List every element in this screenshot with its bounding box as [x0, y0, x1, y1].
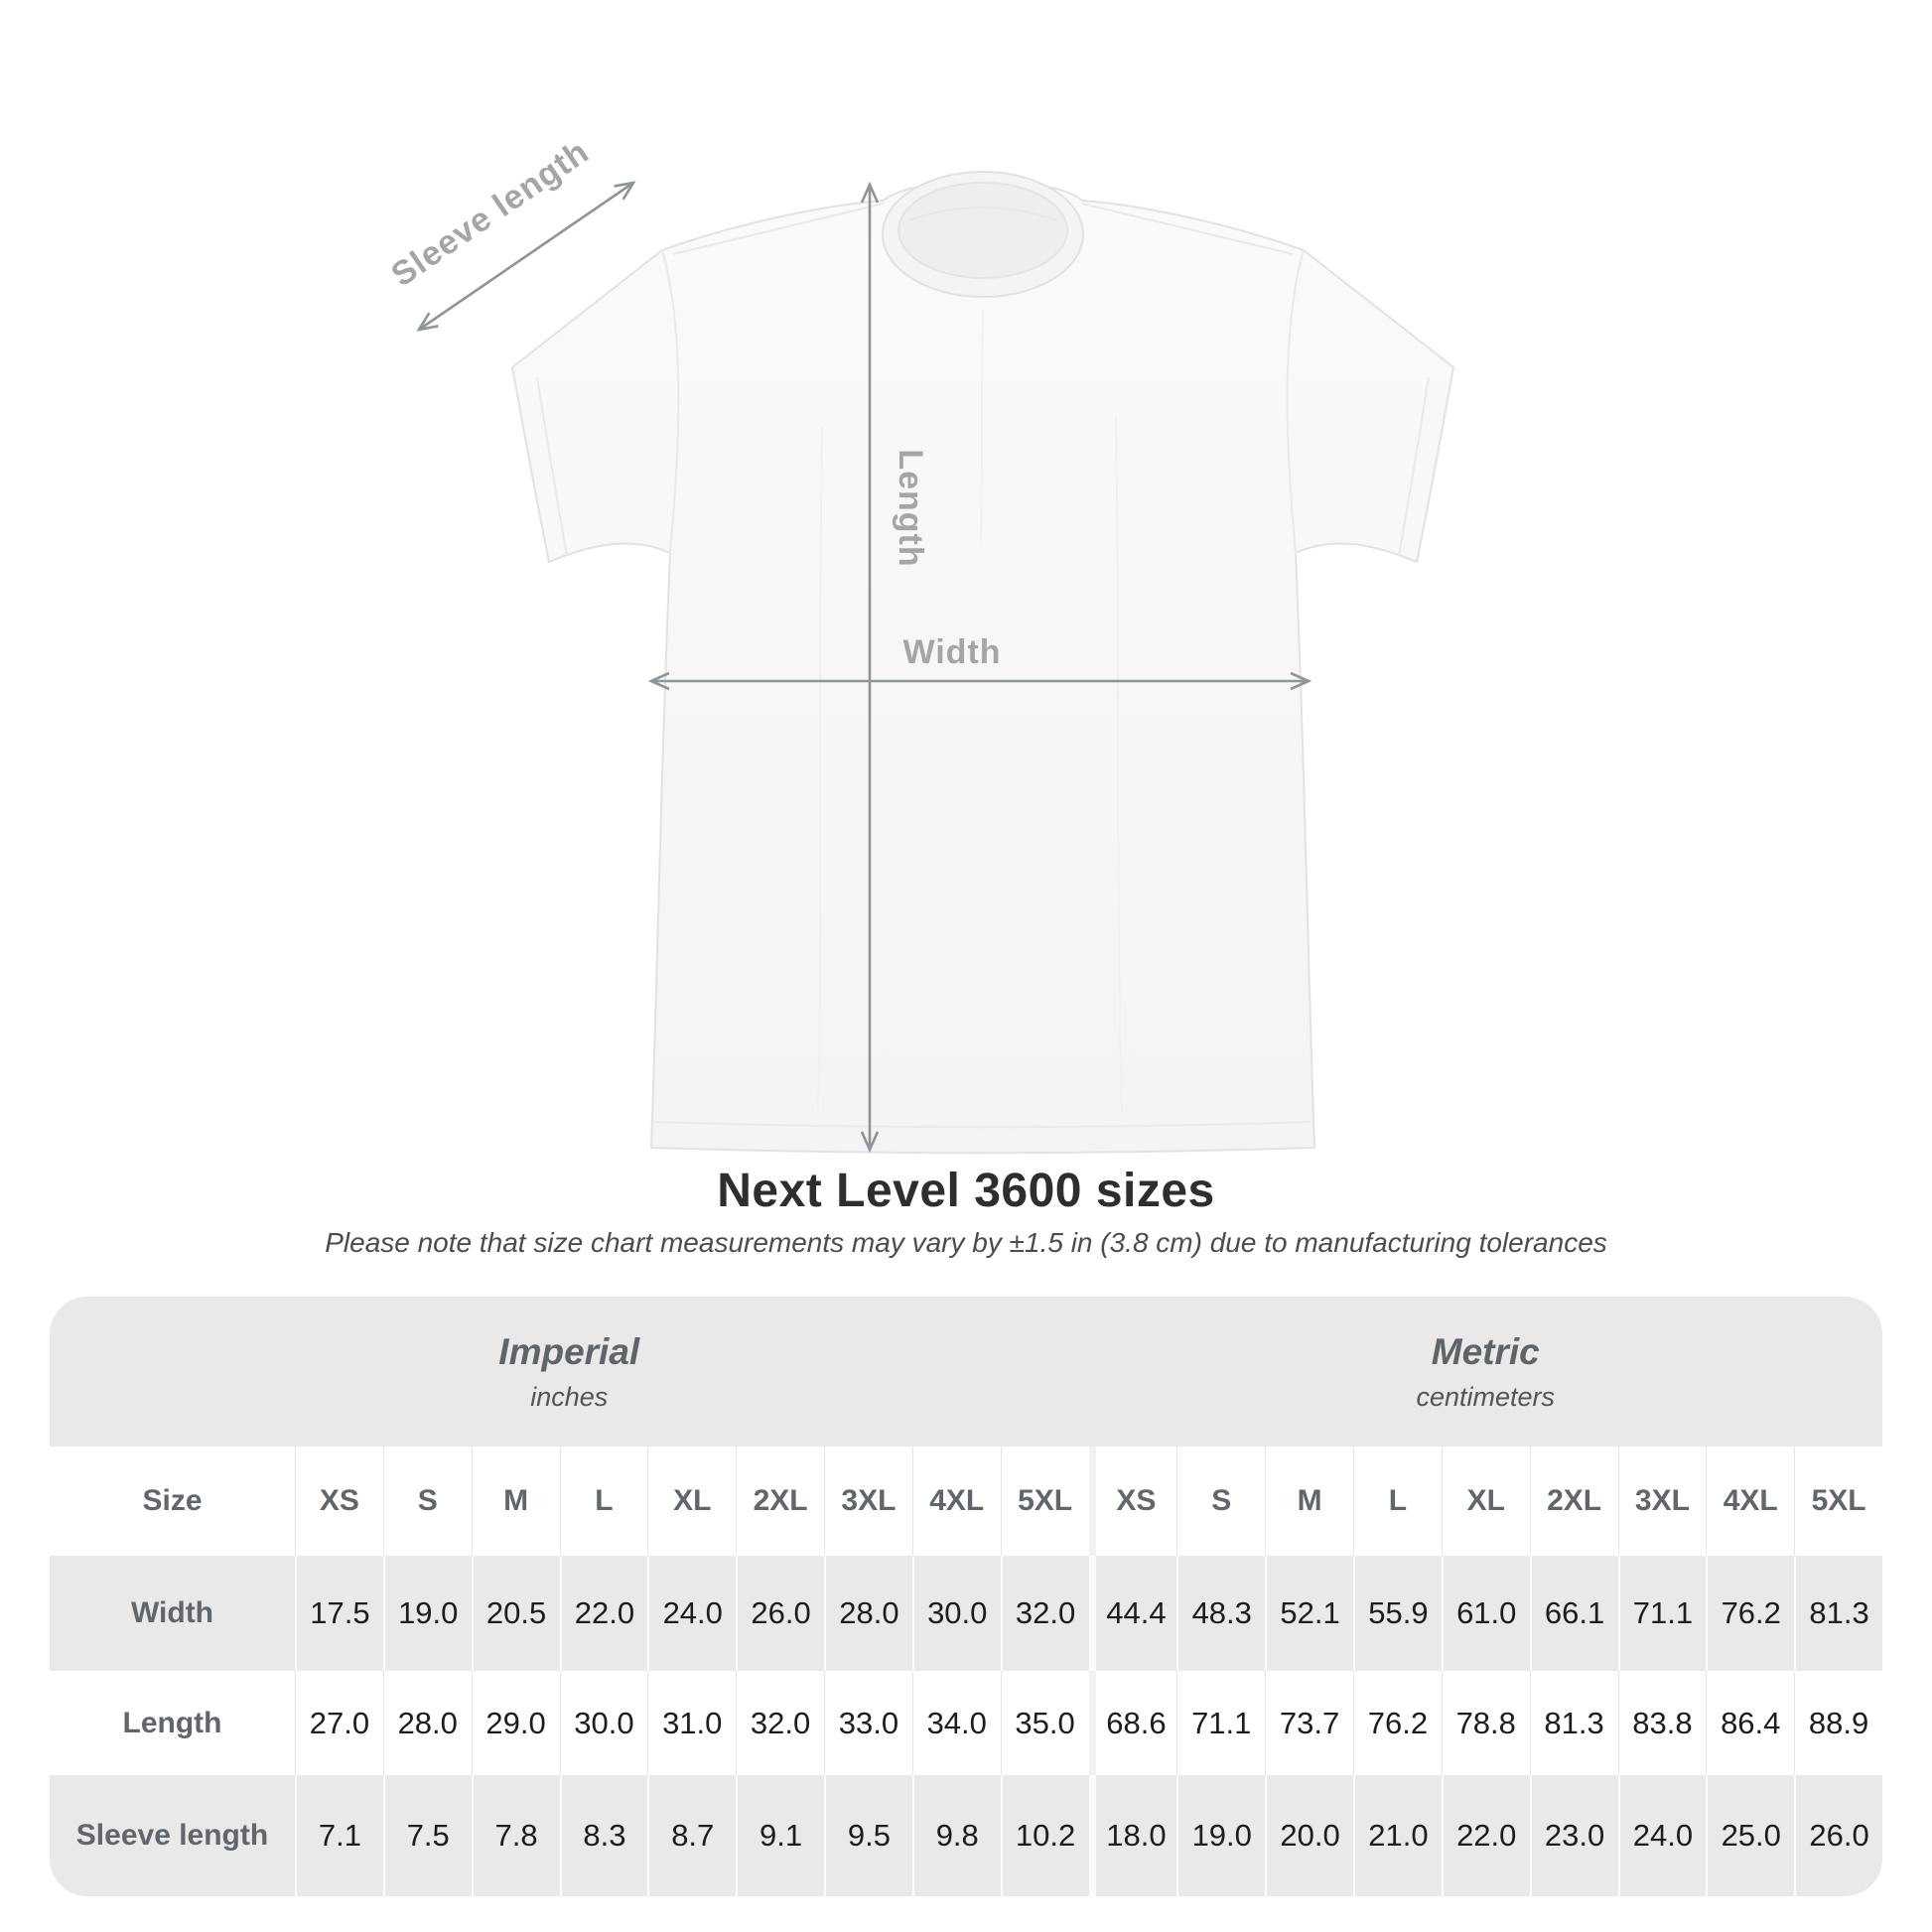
size-header-cell: 4XL [1706, 1447, 1795, 1556]
size-header-cell: 5XL [1794, 1447, 1882, 1556]
value-cell: 9.8 [911, 1775, 1001, 1896]
size-col-header: Size [50, 1447, 295, 1556]
value-cell: 88.9 [1794, 1671, 1882, 1775]
unit-sub-imperial: inches [530, 1381, 609, 1412]
size-header-cell: L [1353, 1447, 1442, 1556]
value-cell: 17.5 [295, 1556, 383, 1671]
value-cell: 48.3 [1176, 1556, 1266, 1671]
value-cell: 71.1 [1617, 1556, 1707, 1671]
length-label: Length [892, 449, 929, 567]
value-cell: 83.8 [1617, 1671, 1707, 1775]
value-cell: 71.1 [1176, 1671, 1266, 1775]
value-cell: 30.0 [911, 1556, 1001, 1671]
value-cell: 22.0 [559, 1556, 648, 1671]
value-cell: 9.1 [736, 1775, 824, 1896]
value-cell: 73.7 [1265, 1671, 1353, 1775]
value-cell: 26.0 [736, 1556, 824, 1671]
value-cell: 9.5 [824, 1775, 912, 1896]
size-header-cell: 3XL [824, 1447, 912, 1556]
size-header-cell: L [559, 1447, 648, 1556]
size-header-cell: 2XL [736, 1447, 824, 1556]
row-label-length: Length [50, 1671, 295, 1775]
size-header-cell: M [471, 1447, 560, 1556]
row-label-sleeve-length: Sleeve length [50, 1775, 295, 1896]
value-cell: 61.0 [1441, 1556, 1530, 1671]
value-cell: 24.0 [647, 1556, 737, 1671]
value-cell: 29.0 [471, 1671, 560, 1775]
size-header-cell: XL [1441, 1447, 1530, 1556]
value-cell: 55.9 [1353, 1556, 1442, 1671]
value-cell: 8.3 [559, 1775, 648, 1896]
size-header-cell: XS [1088, 1447, 1177, 1556]
value-cell: 28.0 [824, 1556, 912, 1671]
size-table: Imperial inches Metric centimeters Size … [50, 1297, 1882, 1896]
value-cell: 31.0 [647, 1671, 737, 1775]
size-header-cell: M [1265, 1447, 1353, 1556]
unit-name-metric: Metric [1431, 1330, 1540, 1372]
value-cell: 26.0 [1794, 1775, 1882, 1896]
sleeve-length-label: Sleeve length [384, 133, 596, 295]
size-header-cell: 2XL [1529, 1447, 1618, 1556]
value-cell: 22.0 [1441, 1775, 1530, 1896]
sleeve-length-arrow [419, 183, 633, 330]
value-cell: 23.0 [1529, 1775, 1618, 1896]
unit-name-imperial: Imperial [498, 1330, 640, 1372]
value-cell: 68.6 [1088, 1671, 1177, 1775]
value-cell: 30.0 [559, 1671, 648, 1775]
value-cell: 78.8 [1441, 1671, 1530, 1775]
value-cell: 35.0 [1000, 1671, 1089, 1775]
unit-header-metric: Metric centimeters [1088, 1297, 1882, 1447]
size-header-cell: S [382, 1447, 472, 1556]
value-cell: 7.5 [382, 1775, 472, 1896]
value-cell: 32.0 [1000, 1556, 1089, 1671]
value-cell: 27.0 [295, 1671, 383, 1775]
value-cell: 52.1 [1265, 1556, 1353, 1671]
row-label-width: Width [50, 1556, 295, 1671]
value-cell: 33.0 [824, 1671, 912, 1775]
size-header-cell: S [1176, 1447, 1266, 1556]
value-cell: 19.0 [382, 1556, 472, 1671]
unit-sub-metric: centimeters [1416, 1381, 1556, 1412]
size-header-cell: XS [295, 1447, 383, 1556]
size-diagram: Sleeve length Length Width [384, 133, 1454, 1155]
value-cell: 28.0 [382, 1671, 472, 1775]
value-cell: 76.2 [1706, 1556, 1795, 1671]
unit-header-imperial: Imperial inches [50, 1297, 1089, 1447]
value-cell: 21.0 [1353, 1775, 1442, 1896]
value-cell: 86.4 [1706, 1671, 1795, 1775]
value-cell: 7.1 [295, 1775, 383, 1896]
value-cell: 24.0 [1617, 1775, 1707, 1896]
value-cell: 25.0 [1706, 1775, 1795, 1896]
value-cell: 8.7 [647, 1775, 737, 1896]
size-header-cell: 3XL [1617, 1447, 1707, 1556]
value-cell: 81.3 [1529, 1671, 1618, 1775]
value-cell: 81.3 [1794, 1556, 1882, 1671]
value-cell: 66.1 [1529, 1556, 1618, 1671]
width-label: Width [902, 633, 1001, 671]
value-cell: 34.0 [911, 1671, 1001, 1775]
value-cell: 19.0 [1176, 1775, 1266, 1896]
value-cell: 20.5 [471, 1556, 560, 1671]
value-cell: 7.8 [471, 1775, 560, 1896]
size-header-cell: 5XL [1000, 1447, 1089, 1556]
collar [882, 171, 1084, 298]
page-subtitle: Please note that size chart measurements… [325, 1227, 1607, 1258]
value-cell: 44.4 [1088, 1556, 1177, 1671]
size-header-cell: XL [647, 1447, 737, 1556]
value-cell: 10.2 [1000, 1775, 1089, 1896]
value-cell: 18.0 [1088, 1775, 1177, 1896]
value-cell: 76.2 [1353, 1671, 1442, 1775]
page-title: Next Level 3600 sizes [717, 1165, 1215, 1217]
value-cell: 32.0 [736, 1671, 824, 1775]
size-header-cell: 4XL [911, 1447, 1001, 1556]
tshirt-illustration [511, 171, 1454, 1155]
value-cell: 20.0 [1265, 1775, 1353, 1896]
